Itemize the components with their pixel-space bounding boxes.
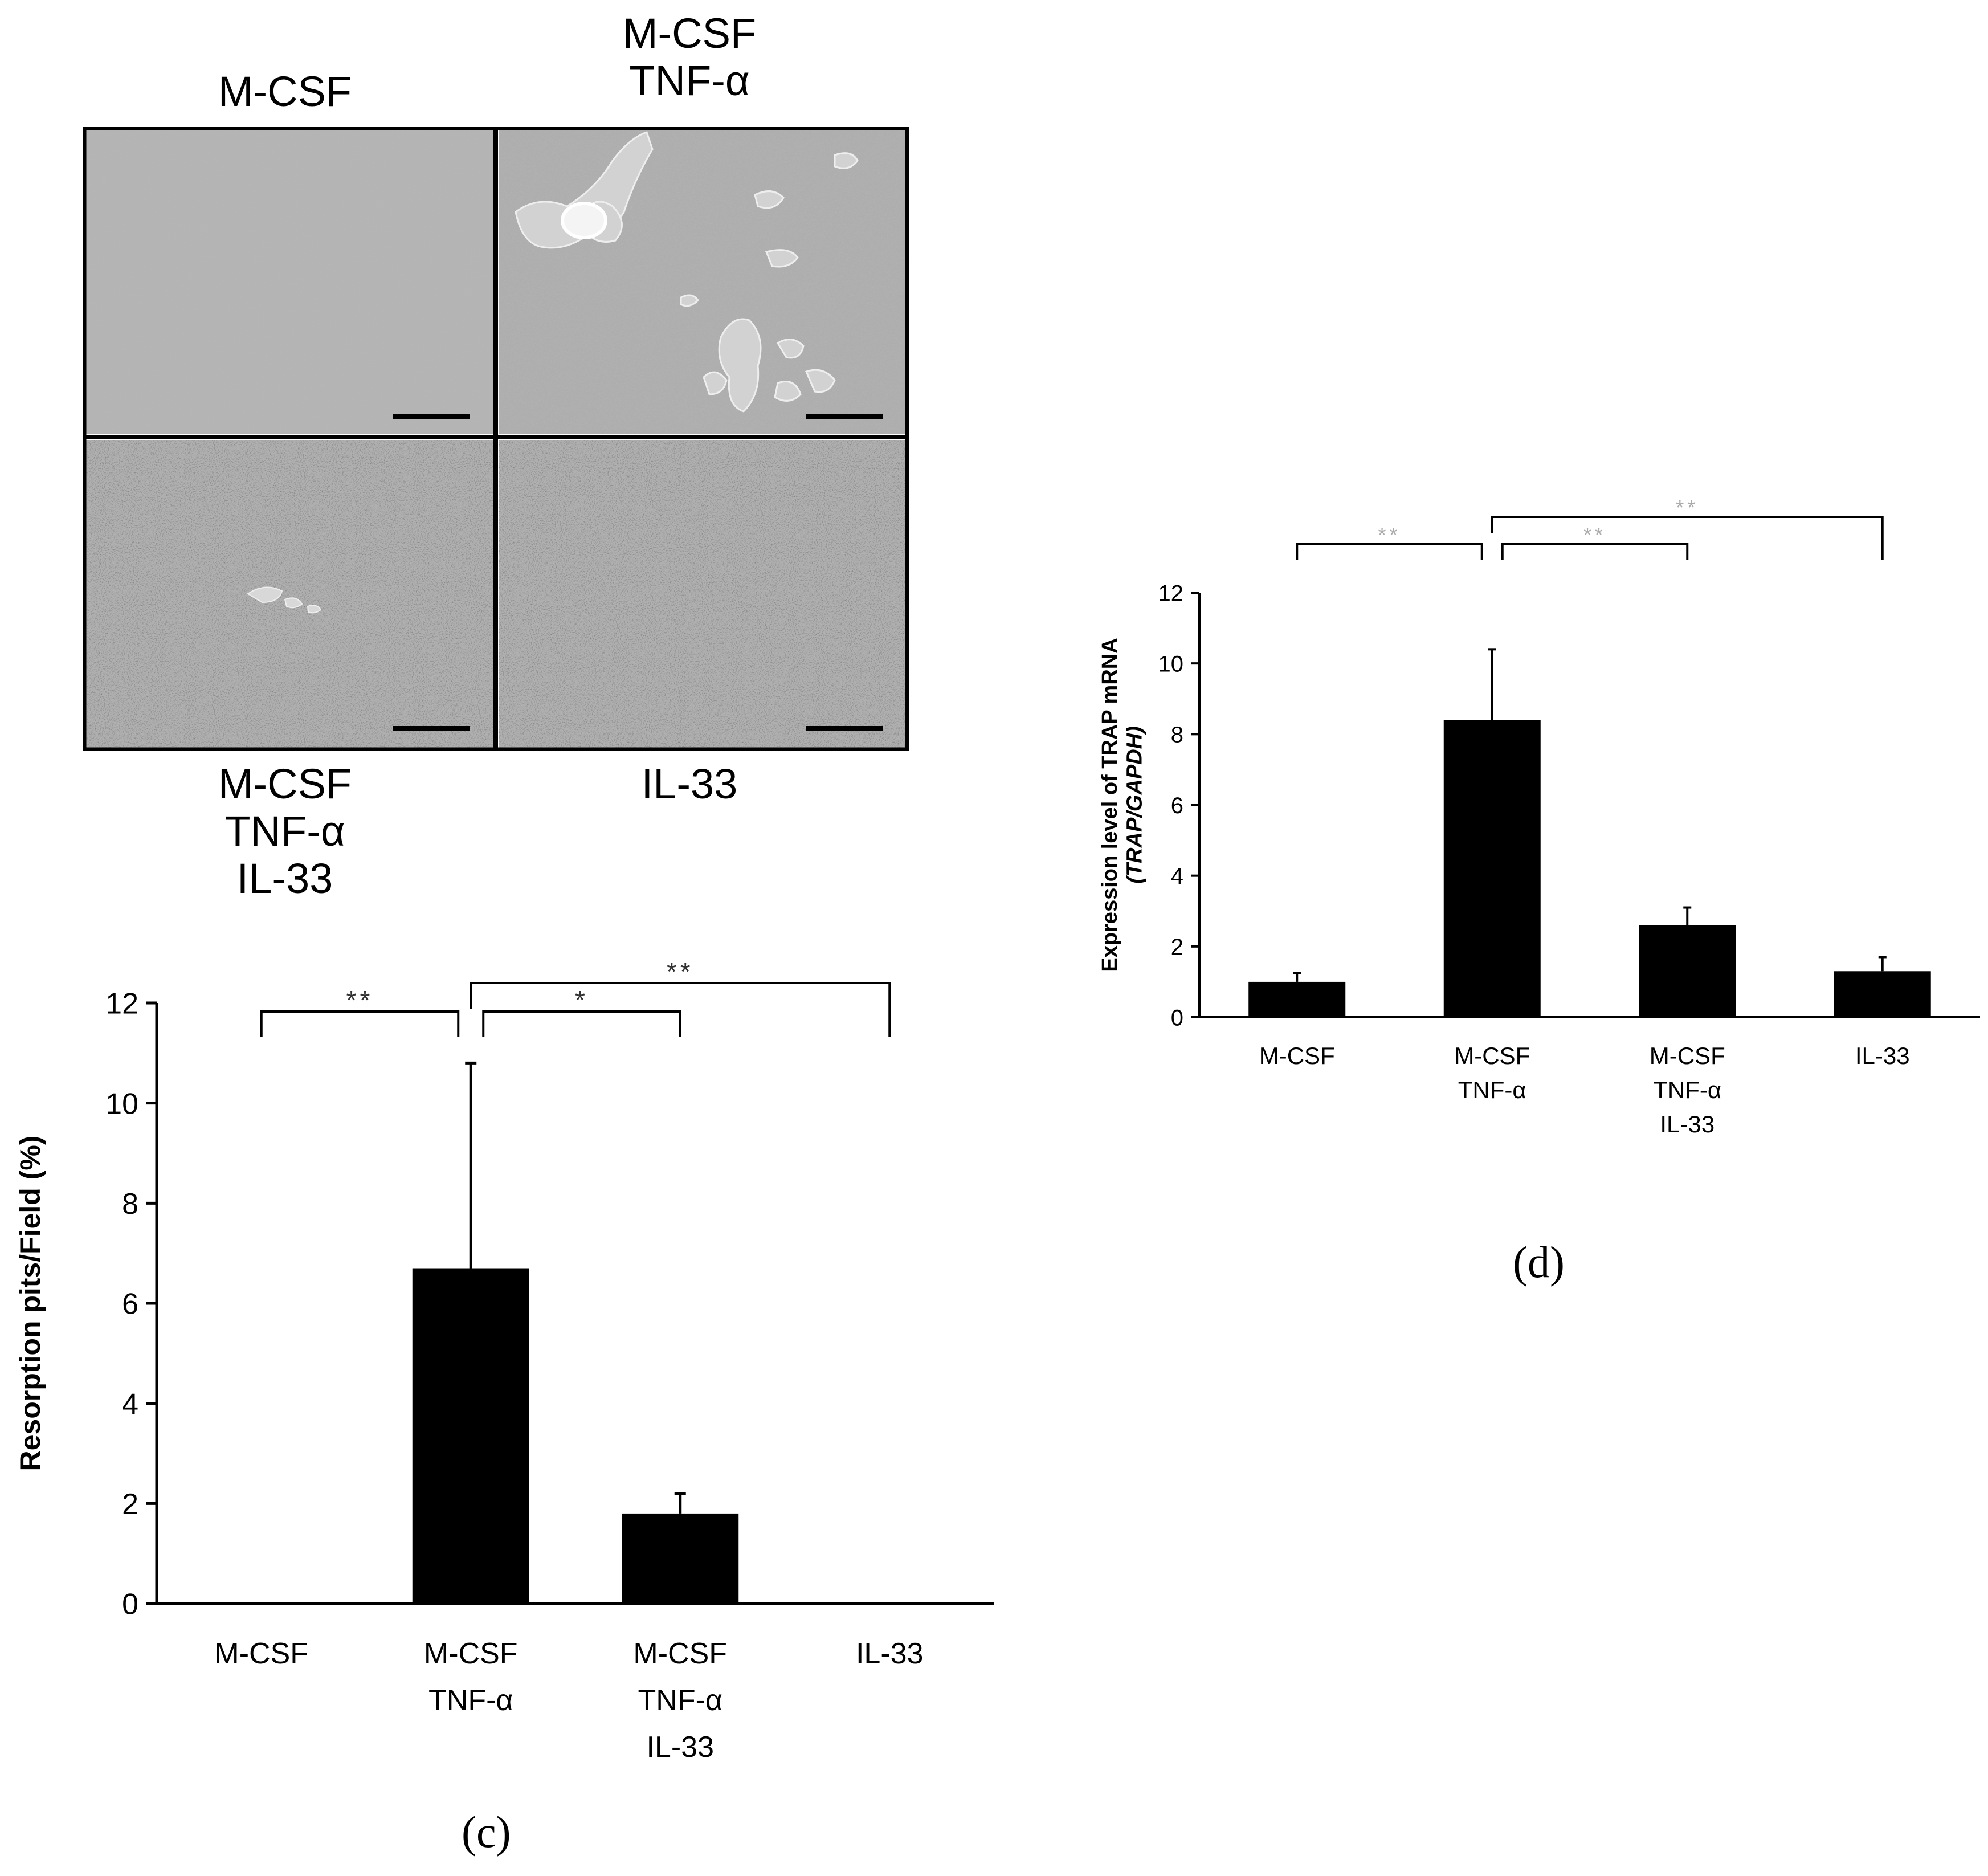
y-tick-label: 4 — [1171, 864, 1183, 889]
y-tick-label: 12 — [1158, 581, 1184, 606]
significance-marker: * — [575, 985, 589, 1015]
significance-marker: ** — [346, 985, 374, 1015]
micrograph-m-csf-tnf — [499, 127, 909, 434]
significance-marker: ** — [1676, 496, 1699, 519]
y-tick-label: 0 — [122, 1588, 138, 1621]
bar — [1248, 981, 1346, 1017]
micrograph-m-csf — [83, 127, 493, 434]
significance-marker: ** — [1378, 523, 1401, 547]
x-category-label: IL-33 — [1855, 1042, 1910, 1069]
chart-trap-expression: 0 2 4 6 8 10 12 M-CSF M-CSF TNF-α M-CSF TNF-α IL-33 I… — [1098, 496, 1980, 1137]
x-category-label: M-CSF — [214, 1637, 308, 1670]
micrograph-label-top-right: M-CSF TNF-α — [622, 10, 757, 104]
significance-bracket — [1296, 543, 1483, 560]
y-tick-label: 0 — [1171, 1005, 1183, 1030]
bar — [1639, 925, 1736, 1017]
scale-bar — [806, 726, 883, 731]
bar — [412, 1268, 529, 1604]
x-category-label: IL-33 — [856, 1637, 924, 1670]
x-category-label: M-CSF — [1259, 1042, 1335, 1069]
y-tick-label: 12 — [105, 988, 138, 1021]
significance-bracket — [470, 982, 891, 1037]
panel-label-c: (c) — [462, 1807, 511, 1857]
scale-bar — [393, 726, 470, 731]
significance-marker: ** — [1583, 523, 1606, 547]
panel-label-d: (d) — [1513, 1237, 1565, 1287]
y-tick-label: 10 — [105, 1087, 138, 1120]
significance-marker: ** — [667, 957, 694, 986]
bar — [1443, 720, 1541, 1017]
micrograph-label-top-left: M-CSF — [218, 68, 352, 115]
sem-micrograph-grid — [83, 127, 909, 751]
scale-bar — [806, 414, 883, 419]
resorption-pits — [515, 131, 859, 413]
y-tick-label: 8 — [1171, 723, 1183, 748]
x-category-label: M-CSF TNF-α IL-33 — [633, 1637, 727, 1764]
chart-resorption-pits: 0 2 4 6 8 10 12 M-CSF M-CSF TNF-α M-CSF TNF-α IL-33 I… — [14, 957, 994, 1764]
x-category-label: M-CSF TNF-α IL-33 — [1650, 1042, 1725, 1137]
y-tick-label: 2 — [1171, 935, 1183, 960]
y-tick-label: 4 — [122, 1388, 138, 1421]
x-category-label: M-CSF TNF-α — [424, 1637, 518, 1717]
significance-bracket — [1501, 543, 1689, 560]
y-axis-title: Expression level of TRAP mRNA(TRAP/GAPDH… — [1098, 638, 1147, 972]
y-tick-label: 6 — [1171, 793, 1183, 818]
scale-bar — [393, 414, 470, 419]
y-tick-label: 2 — [122, 1488, 138, 1521]
micrograph-il33 — [499, 440, 909, 751]
y-axis-title: Resorption pits/Field (%) — [14, 1136, 46, 1471]
x-category-label: M-CSF TNF-α — [1454, 1042, 1530, 1103]
y-tick-label: 6 — [122, 1288, 138, 1321]
significance-bracket — [482, 1010, 681, 1037]
significance-bracket — [260, 1010, 460, 1037]
significance-bracket — [1491, 516, 1884, 560]
micrograph-m-csf-tnf-il33 — [83, 440, 493, 751]
micrograph-label-bottom-left: M-CSF TNF-α IL-33 — [218, 760, 352, 902]
bar — [1834, 971, 1931, 1017]
y-tick-label: 10 — [1158, 652, 1184, 677]
y-tick-label: 8 — [122, 1188, 138, 1221]
bar — [622, 1513, 739, 1604]
micrograph-label-bottom-right: IL-33 — [641, 760, 738, 808]
